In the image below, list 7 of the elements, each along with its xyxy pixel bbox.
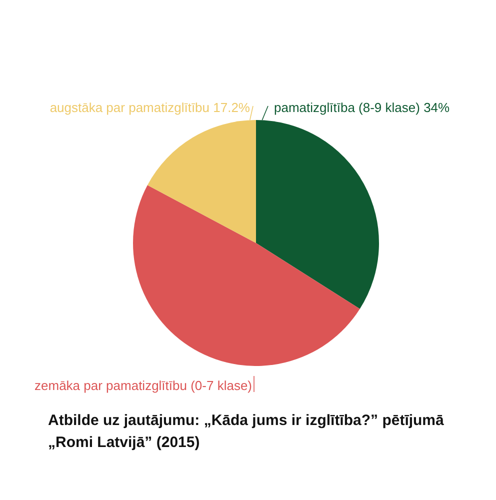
slice-label: zemāka par pamatizglītību (0-7 klase) [34,378,252,393]
slice-label: augstāka par pamatizglītību 17.2% [50,100,250,115]
slice-label: pamatizglītība (8-9 klase) 34% [274,100,450,115]
pie-slice [256,120,379,309]
pie-slice [133,185,360,366]
text: Atbilde uz jautājumu: „Kāda jums ir izglītība?” pētījumā „Romi Latvijā” (2015) [48,412,445,451]
pie-slice [147,120,256,243]
